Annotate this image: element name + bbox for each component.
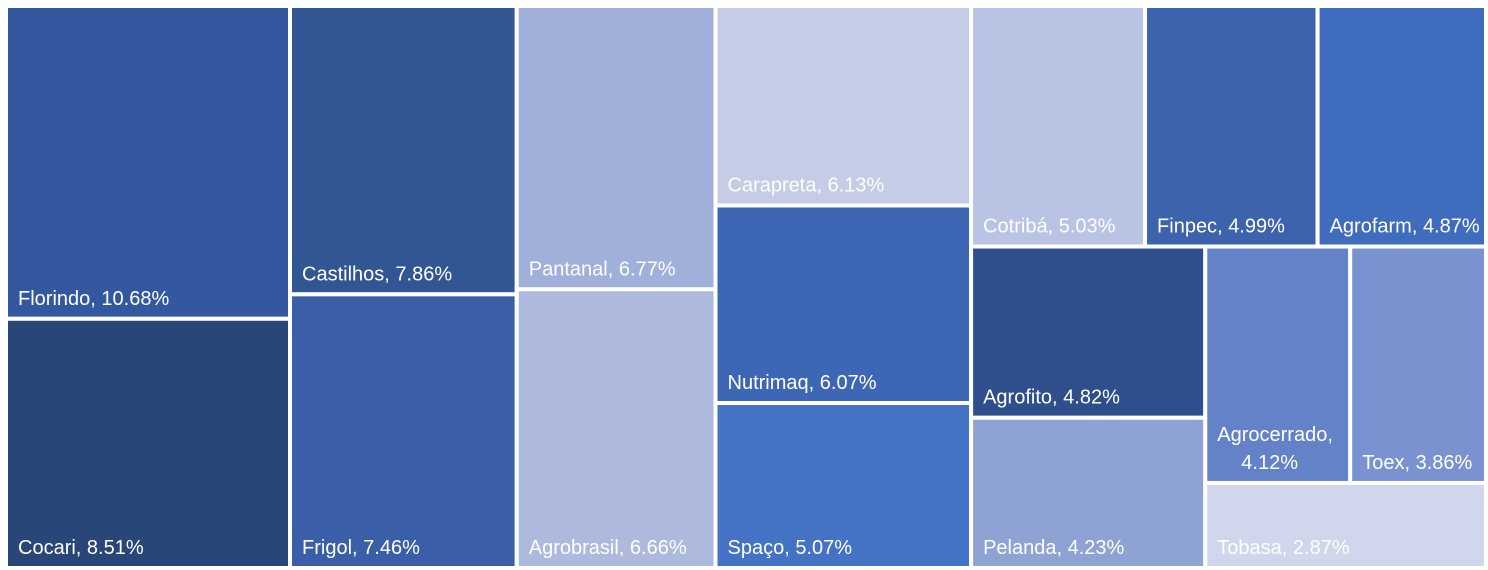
tile-value: 4.82%: [1063, 387, 1120, 409]
tile: [1203, 480, 1488, 570]
tile: [713, 203, 974, 406]
tile-value: 2.87%: [1293, 537, 1350, 559]
tile-label: Frigol, 7.46%: [302, 537, 420, 559]
tile-name: Agrobrasil: [529, 537, 619, 559]
tile-name: Spaço: [728, 537, 785, 559]
tile-name: Florindo: [18, 288, 90, 310]
tile-label: Castilhos, 7.86%: [302, 263, 452, 285]
tile: [969, 415, 1208, 570]
tile: [514, 4, 718, 292]
tile-value: 6.77%: [619, 258, 676, 280]
tile: [514, 287, 718, 570]
tile-label: Cotribá, 5.03%: [983, 216, 1116, 238]
tile-label: Agrofarm, 4.87%: [1330, 216, 1480, 238]
tile-value: 7.86%: [395, 263, 452, 285]
tile: [288, 292, 519, 570]
tile-name: Agrocerrado: [1217, 424, 1327, 446]
tile-value: 6.13%: [828, 174, 885, 196]
tile: [1315, 4, 1488, 249]
tile-name: Agrofarm: [1330, 216, 1412, 238]
tile: [4, 316, 293, 570]
tile-label: Nutrimaq, 6.07%: [728, 372, 877, 394]
tile-label: Agrofito, 4.82%: [983, 387, 1120, 409]
tile: [1203, 244, 1353, 485]
tile-value: 4.99%: [1228, 216, 1285, 238]
tile-name: Carapreta: [728, 174, 818, 196]
tile-label: Cocari, 8.51%: [18, 537, 144, 559]
tile-label: Agrobrasil, 6.66%: [529, 537, 687, 559]
tile: [713, 401, 974, 570]
tile-label: Spaço, 5.07%: [728, 537, 853, 559]
tile-value: 7.46%: [363, 537, 420, 559]
tile-label: Florindo, 10.68%: [18, 288, 169, 310]
tile-label: Finpec, 4.99%: [1157, 216, 1285, 238]
tile: [1143, 4, 1320, 249]
tile-value: 4.23%: [1068, 537, 1125, 559]
tile-value: 4.12%: [1241, 452, 1298, 474]
tile-label: Pelanda, 4.23%: [983, 537, 1124, 559]
tile-name: Toex: [1362, 452, 1404, 474]
tile: [713, 4, 974, 208]
tile-name: Tobasa: [1217, 537, 1282, 559]
tile-value: 10.68%: [101, 288, 169, 310]
tile-label: Toex, 3.86%: [1362, 452, 1472, 474]
tile-value: 8.51%: [87, 537, 144, 559]
tile-value: 5.03%: [1059, 216, 1116, 238]
tile-name: Agrofito: [983, 387, 1052, 409]
tile-value: 6.66%: [630, 537, 687, 559]
tile-value: 3.86%: [1416, 452, 1473, 474]
tile-label: Pantanal, 6.77%: [529, 258, 676, 280]
tile-value: 5.07%: [795, 537, 852, 559]
tile: [4, 4, 293, 321]
tile-value: 6.07%: [820, 372, 877, 394]
tile-name: Nutrimaq: [728, 372, 809, 394]
tile-name: Pantanal: [529, 258, 608, 280]
tile-value: 4.87%: [1423, 216, 1480, 238]
tile-name: Cocari: [18, 537, 76, 559]
tile-name: Castilhos: [302, 263, 384, 285]
tile-label: Carapreta, 6.13%: [728, 174, 885, 196]
tile-name: Cotribá: [983, 216, 1048, 238]
tile-name: Pelanda: [983, 537, 1057, 559]
tile: [1348, 244, 1488, 485]
tile-name: Frigol: [302, 537, 352, 559]
tile-name: Finpec: [1157, 216, 1217, 238]
tile: [969, 4, 1148, 249]
tile: [288, 4, 519, 297]
tile-label: Tobasa, 2.87%: [1217, 537, 1350, 559]
